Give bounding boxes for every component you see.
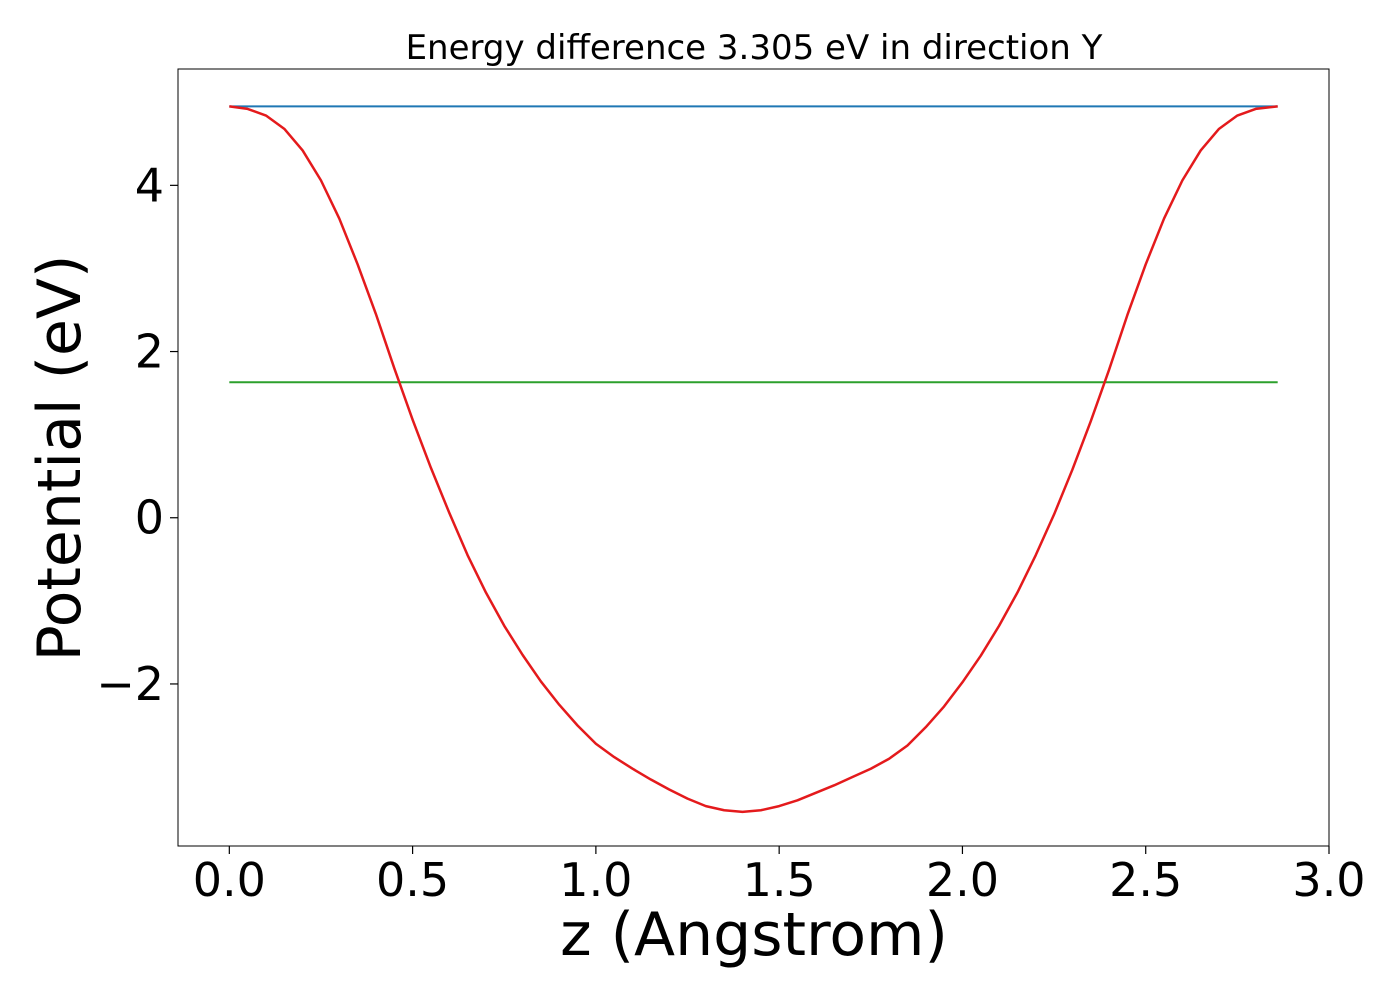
- y-axis-label: Potential (eV): [25, 255, 95, 662]
- x-tick-label: 2.5: [1109, 853, 1182, 907]
- x-tick-label: 0.5: [376, 853, 449, 907]
- series-line-0: [229, 105, 1278, 814]
- x-tick-label: 2.0: [926, 853, 999, 907]
- y-tick-label: 0: [135, 491, 164, 545]
- x-tick-label: 1.5: [743, 853, 816, 907]
- x-tick-label: 0.0: [193, 853, 266, 907]
- x-axis-label: z (Angstrom): [560, 900, 948, 970]
- plot-area: [178, 69, 1329, 846]
- x-tick-label: 1.0: [559, 853, 632, 907]
- y-tick-label: 4: [135, 158, 164, 212]
- y-tick-label: −2: [96, 657, 164, 711]
- plot-frame: [177, 68, 1330, 847]
- x-tick-label: 3.0: [1292, 853, 1365, 907]
- series-layer: [229, 105, 1278, 814]
- x-axis: 0.0 0.5 1.0 1.5 2.0 2.5 3.0: [193, 846, 1366, 907]
- y-tick-label: 2: [135, 325, 164, 379]
- y-axis: −2 0 2 4: [96, 158, 178, 711]
- chart-title: Energy difference 3.305 eV in direction …: [406, 28, 1103, 68]
